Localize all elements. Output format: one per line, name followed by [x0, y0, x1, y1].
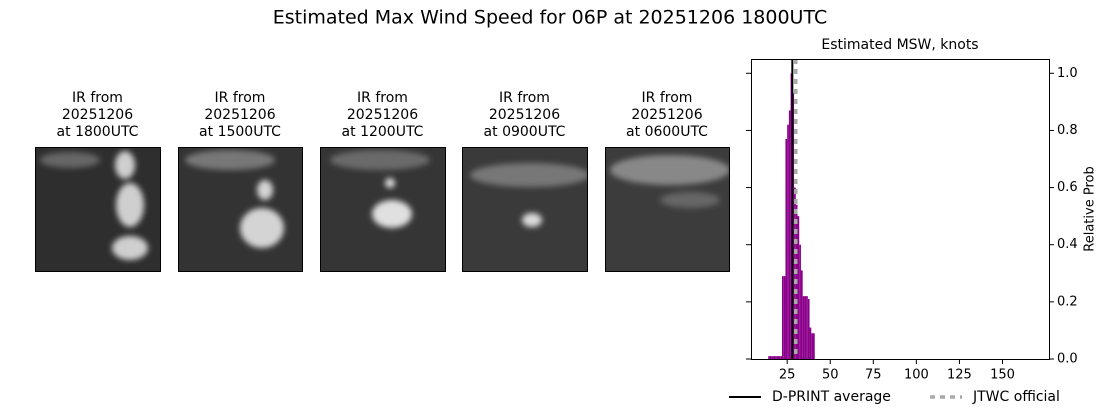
- image-frame: [462, 147, 588, 272]
- panel-title: at 1800UTC: [57, 124, 139, 140]
- bar: [787, 124, 789, 359]
- bar: [785, 139, 788, 359]
- bar: [768, 356, 770, 359]
- y-tick-label: 0.0: [1057, 352, 1078, 367]
- ir-image: [605, 147, 729, 271]
- bar: [776, 356, 779, 359]
- bar: [809, 327, 812, 359]
- panel-title: IR from: [499, 90, 550, 106]
- x-tick-label: 100: [904, 368, 929, 383]
- y-tick-label: 0.6: [1057, 180, 1078, 195]
- legend-label: D-PRINT average: [772, 389, 891, 405]
- bar: [782, 276, 784, 359]
- bar: [773, 356, 776, 359]
- x-tick-label: 150: [990, 368, 1015, 383]
- image-frame: [35, 147, 161, 272]
- x-tick-label: 75: [865, 368, 882, 383]
- panel-title: at 0600UTC: [626, 124, 708, 140]
- ir-image: [320, 147, 445, 271]
- panel-title: at 0900UTC: [484, 124, 566, 140]
- panel-title: 20251206: [489, 107, 560, 123]
- y-tick-label: 0.8: [1057, 123, 1078, 138]
- bar: [769, 356, 772, 359]
- image-frame: [178, 147, 303, 272]
- figure-title: Estimated Max Wind Speed for 06P at 2025…: [273, 7, 827, 29]
- panel-title: IR from: [642, 90, 693, 106]
- y-tick-label: 0.4: [1057, 237, 1078, 252]
- panel-title: IR from: [357, 90, 408, 106]
- bar: [780, 356, 783, 359]
- image-frame: [605, 147, 730, 272]
- bar: [807, 299, 810, 359]
- panel-title: 20251206: [204, 107, 275, 123]
- bar: [811, 333, 814, 359]
- ir-image: [178, 147, 302, 271]
- panel-title: at 1200UTC: [342, 124, 424, 140]
- x-tick-label: 125: [947, 368, 972, 383]
- x-tick-label: 25: [779, 368, 796, 383]
- bar: [800, 270, 803, 359]
- panel-title: 20251206: [631, 107, 702, 123]
- bar: [778, 356, 781, 359]
- bar: [804, 296, 807, 359]
- bar: [799, 244, 801, 359]
- ir-image: [35, 147, 160, 271]
- chart-title: Estimated MSW, knots: [821, 37, 978, 53]
- panel-title: 20251206: [347, 107, 418, 123]
- legend-label: JTWC official: [972, 389, 1060, 405]
- image-frame: [320, 147, 446, 272]
- ir-image: [462, 147, 587, 271]
- bar: [788, 110, 791, 359]
- bar: [783, 276, 786, 359]
- bar: [813, 333, 815, 359]
- panel-title: IR from: [72, 90, 123, 106]
- bar: [771, 356, 774, 359]
- bar: [802, 296, 805, 359]
- y-axis-label: Relative Prob: [1083, 166, 1098, 251]
- x-tick-label: 50: [822, 368, 839, 383]
- y-tick-label: 1.0: [1057, 66, 1078, 81]
- plot-frame: [751, 59, 1050, 360]
- panel-title: at 1500UTC: [199, 124, 281, 140]
- bar: [775, 356, 777, 359]
- bar: [797, 216, 800, 359]
- panel-title: IR from: [215, 90, 266, 106]
- y-tick-label: 0.2: [1057, 294, 1078, 309]
- panel-title: 20251206: [62, 107, 133, 123]
- bar: [806, 296, 808, 359]
